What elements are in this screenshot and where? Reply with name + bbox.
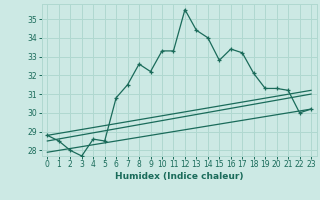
- X-axis label: Humidex (Indice chaleur): Humidex (Indice chaleur): [115, 172, 244, 181]
